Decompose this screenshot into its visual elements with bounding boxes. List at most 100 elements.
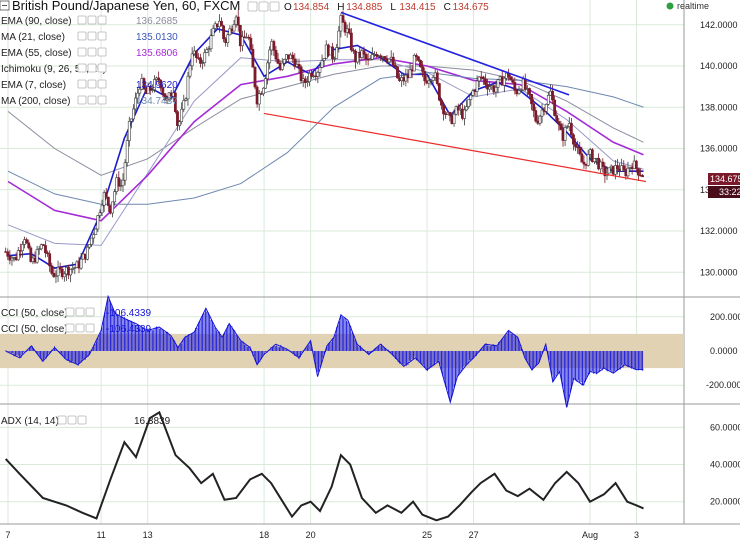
series-line-ma-200-close- [7, 71, 644, 205]
candle-body-146 [310, 72, 313, 77]
candle-body-57 [123, 162, 127, 181]
legend-control-price-legends-5-2[interactable] [97, 95, 107, 105]
legend-control-price-legends-0-1[interactable] [87, 15, 97, 25]
candle-body-186 [393, 64, 397, 68]
title-control-0[interactable] [247, 1, 258, 12]
chart-title: British Pound/Japanese Yen, 60, FXCM [12, 0, 240, 13]
candle-body-20 [46, 252, 49, 254]
legend-control-price-legends-1-1[interactable] [87, 31, 97, 41]
candle-body-63 [136, 92, 140, 99]
price-badge-text: 134.675 [710, 174, 740, 184]
candle-body-58 [125, 140, 129, 164]
candle-body-275 [580, 153, 584, 163]
legend-control-price-legends-3-2[interactable] [97, 63, 107, 73]
legend-control-price-legends-2-1[interactable] [87, 47, 97, 57]
legend-control-adx-legends-0-0[interactable] [57, 415, 67, 425]
candle-body-103 [220, 20, 223, 27]
candle-body-19 [44, 245, 47, 254]
legend-name-price-legends-2: EMA (55, close) [1, 48, 72, 59]
candle-body-96 [205, 49, 209, 53]
legend-control-price-legends-4-1[interactable] [87, 79, 97, 89]
title-control-1[interactable] [258, 1, 269, 12]
candle-body-60 [129, 118, 133, 122]
legend-control-cci-legends-0-1[interactable] [75, 307, 85, 317]
candle-body-304 [641, 175, 645, 178]
candle-body-95 [203, 52, 207, 64]
legend-control-price-legends-1-0[interactable] [77, 31, 87, 41]
legend-control-adx-legends-0-1[interactable] [67, 415, 77, 425]
adx-line [4, 410, 644, 522]
legend-value-price-legends-2: 135.6806 [136, 48, 178, 59]
legend-control-cci-legends-0-0[interactable] [65, 307, 75, 317]
candle-body-66 [142, 78, 146, 89]
ohlc-label-L: L [390, 2, 396, 13]
candle-body-193 [408, 69, 412, 79]
realtime-status-icon [666, 2, 674, 10]
candle-body-145 [308, 72, 311, 83]
candle-body-109 [232, 24, 236, 32]
legend-name-cci-legends-1: CCI (50, close) [1, 324, 68, 335]
candle-body-250 [528, 88, 531, 95]
candle-body-93 [199, 57, 202, 64]
candle-body-40 [88, 244, 91, 248]
cci-legend: CCI (50, close) -106.4339 CCI (50, close) -… [1, 307, 151, 335]
ohlc-label-O: O [284, 2, 292, 13]
legend-control-price-legends-0-0[interactable] [77, 15, 87, 25]
legend-name-price-legends-4: EMA (7, close) [1, 80, 66, 91]
candle-body-61 [132, 108, 135, 120]
legend-control-cci-legends-1-2[interactable] [85, 323, 95, 333]
lower-trendline [263, 112, 646, 183]
candle-body-15 [35, 249, 39, 263]
legend-control-price-legends-1-2[interactable] [97, 31, 107, 41]
candle-body-172 [364, 54, 368, 60]
candle-body-113 [241, 36, 244, 47]
y-tick-price-4: 138.0000 [700, 102, 738, 112]
adx-legend: ADX (14, 14) 16.3839 [1, 415, 171, 427]
candle-body-221 [467, 99, 471, 107]
legend-control-price-legends-5-0[interactable] [77, 95, 87, 105]
legend-control-cci-legends-1-0[interactable] [65, 323, 75, 333]
candle-body-18 [41, 244, 45, 246]
candle-body-76 [163, 93, 167, 101]
candle-body-62 [134, 97, 137, 110]
legend-control-price-legends-2-2[interactable] [97, 47, 107, 57]
series-line-ema-55-close- [7, 56, 644, 222]
candle-body-174 [368, 59, 372, 61]
legend-control-price-legends-5-1[interactable] [87, 95, 97, 105]
candle-body-171 [362, 50, 366, 55]
candle-body-21 [48, 253, 52, 267]
candle-body-16 [37, 248, 41, 250]
legend-control-price-legends-4-0[interactable] [77, 79, 87, 89]
legend-control-price-legends-3-1[interactable] [87, 63, 97, 73]
legend-control-price-legends-4-2[interactable] [97, 79, 107, 89]
cci-pane [0, 294, 684, 408]
candle-body-291 [613, 165, 617, 175]
y-tick-price-6: 142.0000 [700, 20, 738, 30]
trendlines [263, 11, 646, 183]
candle-body-144 [305, 81, 309, 83]
legend-control-price-legends-3-0[interactable] [77, 63, 87, 73]
legend-control-cci-legends-1-1[interactable] [75, 323, 85, 333]
candle-body-32 [71, 268, 75, 270]
legend-control-cci-legends-0-2[interactable] [85, 307, 95, 317]
legend-control-price-legends-2-0[interactable] [77, 47, 87, 57]
candle-body-202 [427, 80, 431, 84]
title-control-2[interactable] [269, 1, 280, 12]
x-tick-0: 7 [5, 530, 10, 540]
candle-body-119 [253, 66, 257, 88]
price-badge-background [708, 173, 740, 185]
candle-body-214 [452, 113, 456, 124]
candle-body-52 [113, 191, 117, 203]
candle-body-280 [590, 149, 594, 162]
adx-pane [4, 410, 644, 522]
candle-body-99 [211, 28, 215, 36]
candle-body-82 [176, 111, 179, 127]
candle-body-140 [297, 64, 301, 68]
candle-body-69 [148, 86, 152, 91]
legend-control-price-legends-0-2[interactable] [97, 15, 107, 25]
legend-control-adx-legends-0-2[interactable] [77, 415, 87, 425]
candle-body-129 [274, 50, 278, 60]
candle-body-111 [236, 16, 240, 26]
candle-body-206 [435, 72, 439, 84]
